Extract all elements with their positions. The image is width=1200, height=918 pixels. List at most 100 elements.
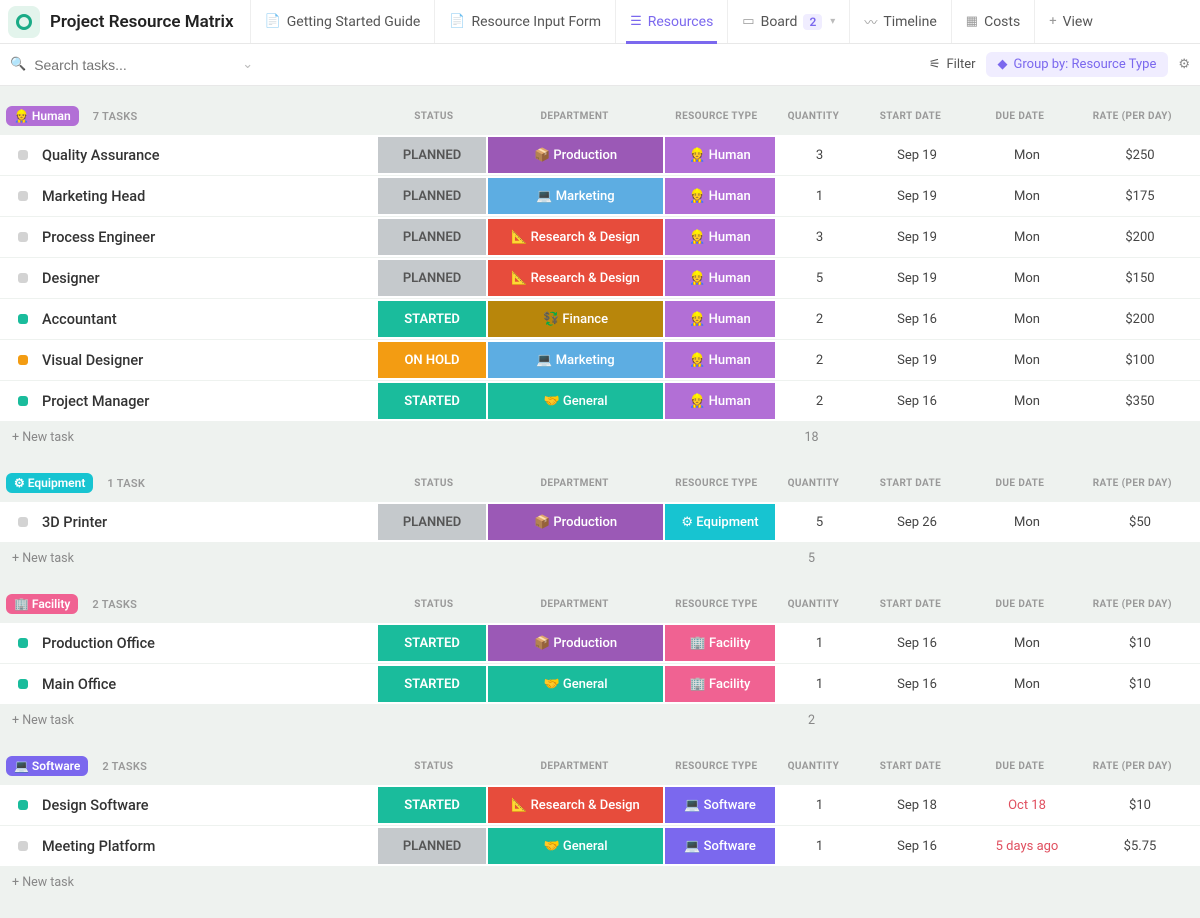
resource-type-cell[interactable]: 🏢 Facility — [665, 666, 775, 702]
quantity-cell[interactable]: 1 — [777, 785, 862, 825]
department-cell[interactable]: 🤝 General — [488, 666, 663, 702]
table-row[interactable]: Accountant STARTED 💱 Finance 👷 Human 2 S… — [0, 298, 1200, 339]
rate-cell[interactable]: $175 — [1082, 176, 1198, 216]
table-row[interactable]: Meeting Platform PLANNED 🤝 General 💻 Sof… — [0, 825, 1200, 866]
filter-button[interactable]: ⚟ Filter — [919, 53, 986, 76]
task-name-cell[interactable]: 3D Printer — [0, 502, 376, 542]
group-label[interactable]: 🏢 Facility — [6, 594, 78, 614]
tab-getting-started-guide[interactable]: 📄Getting Started Guide — [250, 0, 435, 43]
status-cell[interactable]: STARTED — [378, 666, 486, 702]
status-cell[interactable]: STARTED — [378, 625, 486, 661]
department-cell[interactable]: 💻 Marketing — [488, 342, 663, 378]
quantity-cell[interactable]: 5 — [777, 258, 862, 298]
task-name-cell[interactable]: Process Engineer — [0, 217, 376, 257]
rate-cell[interactable]: $150 — [1082, 258, 1198, 298]
search-input[interactable] — [34, 57, 214, 73]
table-row[interactable]: Production Office STARTED 📦 Production 🏢… — [0, 622, 1200, 663]
due-date-cell[interactable]: Mon — [972, 258, 1082, 298]
rate-cell[interactable]: $10 — [1082, 623, 1198, 663]
tab-costs[interactable]: ▦Costs — [951, 0, 1034, 43]
task-name-cell[interactable]: Designer — [0, 258, 376, 298]
due-date-cell[interactable]: Mon — [972, 299, 1082, 339]
quantity-cell[interactable]: 3 — [777, 217, 862, 257]
resource-type-cell[interactable]: 💻 Software — [665, 787, 775, 823]
status-cell[interactable]: STARTED — [378, 301, 486, 337]
department-cell[interactable]: 📦 Production — [488, 137, 663, 173]
due-date-cell[interactable]: Mon — [972, 217, 1082, 257]
status-cell[interactable]: PLANNED — [378, 260, 486, 296]
quantity-cell[interactable]: 3 — [777, 135, 862, 175]
status-cell[interactable]: STARTED — [378, 383, 486, 419]
start-date-cell[interactable]: Sep 18 — [862, 785, 972, 825]
start-date-cell[interactable]: Sep 16 — [862, 381, 972, 421]
due-date-cell[interactable]: Mon — [972, 135, 1082, 175]
resource-type-cell[interactable]: 👷 Human — [665, 383, 775, 419]
app-logo[interactable] — [8, 6, 40, 38]
table-row[interactable]: Visual Designer ON HOLD 💻 Marketing 👷 Hu… — [0, 339, 1200, 380]
resource-type-cell[interactable]: 🏢 Facility — [665, 625, 775, 661]
rate-cell[interactable]: $5.75 — [1082, 826, 1198, 866]
start-date-cell[interactable]: Sep 16 — [862, 664, 972, 704]
task-name-cell[interactable]: Main Office — [0, 664, 376, 704]
rate-cell[interactable]: $350 — [1082, 381, 1198, 421]
group-label[interactable]: 👷 Human — [6, 106, 79, 126]
quantity-cell[interactable]: 1 — [777, 826, 862, 866]
chevron-down-icon[interactable]: ⌄ — [242, 57, 253, 72]
status-cell[interactable]: PLANNED — [378, 137, 486, 173]
status-cell[interactable]: PLANNED — [378, 828, 486, 864]
rate-cell[interactable]: $200 — [1082, 299, 1198, 339]
task-name-cell[interactable]: Visual Designer — [0, 340, 376, 380]
rate-cell[interactable]: $250 — [1082, 135, 1198, 175]
new-task-button[interactable]: + New task — [0, 551, 376, 566]
task-name-cell[interactable]: Marketing Head — [0, 176, 376, 216]
start-date-cell[interactable]: Sep 19 — [862, 340, 972, 380]
quantity-cell[interactable]: 2 — [777, 299, 862, 339]
resource-type-cell[interactable]: 👷 Human — [665, 342, 775, 378]
settings-icon[interactable]: ⚙ — [1178, 57, 1190, 72]
tab-resources[interactable]: ☰Resources — [615, 0, 727, 43]
table-row[interactable]: Designer PLANNED 📐 Research & Design 👷 H… — [0, 257, 1200, 298]
start-date-cell[interactable]: Sep 19 — [862, 217, 972, 257]
quantity-cell[interactable]: 2 — [777, 340, 862, 380]
resource-type-cell[interactable]: 👷 Human — [665, 260, 775, 296]
tab-view[interactable]: +View — [1034, 0, 1107, 43]
quantity-cell[interactable]: 1 — [777, 664, 862, 704]
department-cell[interactable]: 🤝 General — [488, 828, 663, 864]
department-cell[interactable]: 📦 Production — [488, 625, 663, 661]
quantity-cell[interactable]: 1 — [777, 623, 862, 663]
due-date-cell[interactable]: Mon — [972, 502, 1082, 542]
start-date-cell[interactable]: Sep 19 — [862, 135, 972, 175]
new-task-button[interactable]: + New task — [0, 713, 376, 728]
due-date-cell[interactable]: 5 days ago — [972, 826, 1082, 866]
tab-resource-input-form[interactable]: 📄Resource Input Form — [434, 0, 615, 43]
task-name-cell[interactable]: Meeting Platform — [0, 826, 376, 866]
due-date-cell[interactable]: Oct 18 — [972, 785, 1082, 825]
new-task-button[interactable]: + New task — [0, 430, 376, 445]
department-cell[interactable]: 💻 Marketing — [488, 178, 663, 214]
task-name-cell[interactable]: Production Office — [0, 623, 376, 663]
due-date-cell[interactable]: Mon — [972, 664, 1082, 704]
due-date-cell[interactable]: Mon — [972, 176, 1082, 216]
table-row[interactable]: Project Manager STARTED 🤝 General 👷 Huma… — [0, 380, 1200, 421]
start-date-cell[interactable]: Sep 19 — [862, 258, 972, 298]
start-date-cell[interactable]: Sep 19 — [862, 176, 972, 216]
status-cell[interactable]: PLANNED — [378, 219, 486, 255]
rate-cell[interactable]: $100 — [1082, 340, 1198, 380]
department-cell[interactable]: 📐 Research & Design — [488, 260, 663, 296]
resource-type-cell[interactable]: 👷 Human — [665, 137, 775, 173]
resource-type-cell[interactable]: 👷 Human — [665, 301, 775, 337]
start-date-cell[interactable]: Sep 16 — [862, 299, 972, 339]
task-name-cell[interactable]: Design Software — [0, 785, 376, 825]
rate-cell[interactable]: $50 — [1082, 502, 1198, 542]
table-row[interactable]: Design Software STARTED 📐 Research & Des… — [0, 784, 1200, 825]
status-cell[interactable]: PLANNED — [378, 178, 486, 214]
rate-cell[interactable]: $10 — [1082, 785, 1198, 825]
start-date-cell[interactable]: Sep 16 — [862, 623, 972, 663]
table-row[interactable]: Marketing Head PLANNED 💻 Marketing 👷 Hum… — [0, 175, 1200, 216]
start-date-cell[interactable]: Sep 16 — [862, 826, 972, 866]
table-row[interactable]: Main Office STARTED 🤝 General 🏢 Facility… — [0, 663, 1200, 704]
due-date-cell[interactable]: Mon — [972, 340, 1082, 380]
due-date-cell[interactable]: Mon — [972, 623, 1082, 663]
task-name-cell[interactable]: Quality Assurance — [0, 135, 376, 175]
tab-board[interactable]: ▭Board2▾ — [727, 0, 849, 43]
